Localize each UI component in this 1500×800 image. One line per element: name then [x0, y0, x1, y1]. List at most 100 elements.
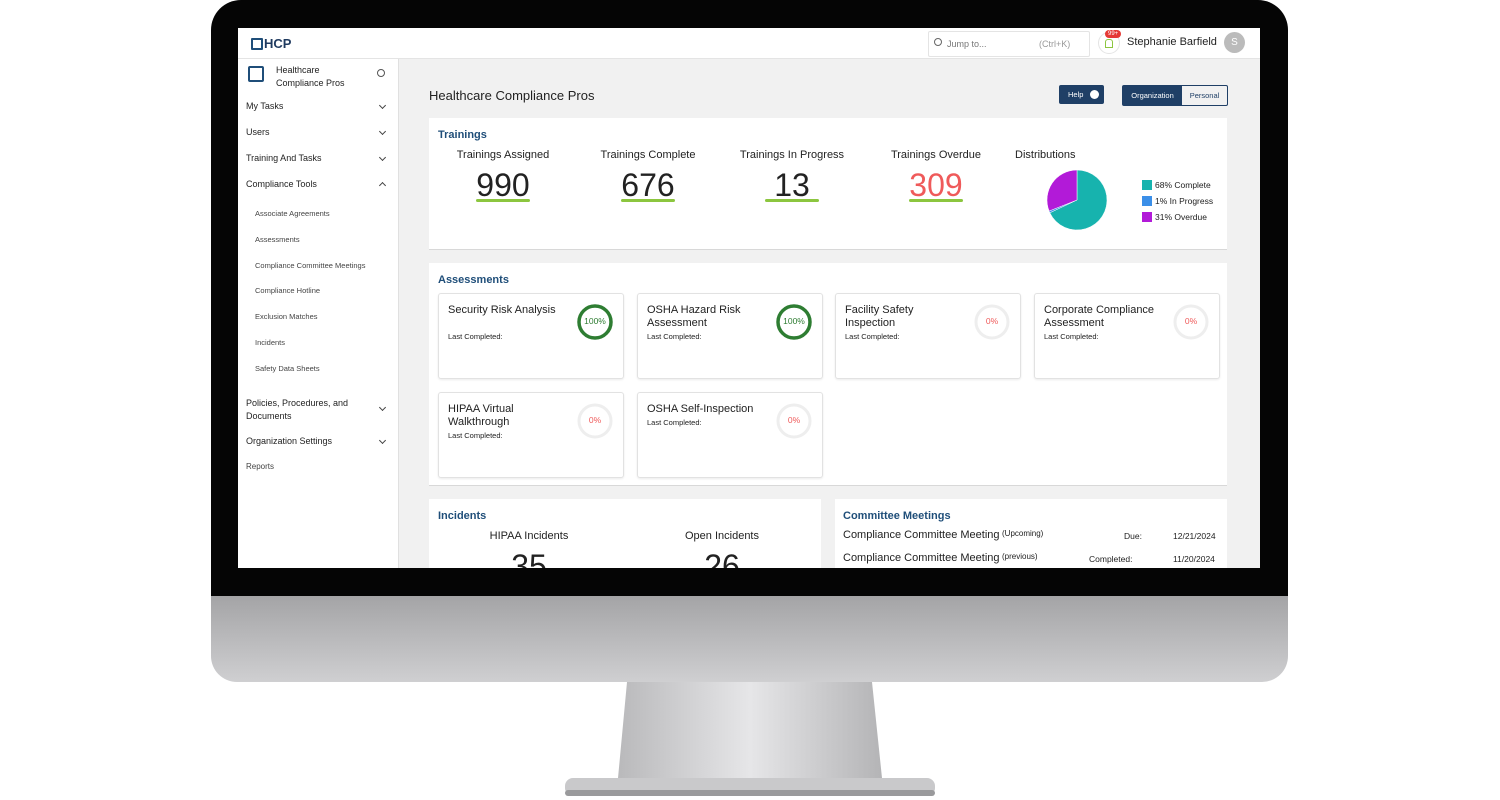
help-label: Help: [1068, 90, 1084, 99]
menu-item[interactable]: Reports: [246, 462, 275, 471]
logo-check: [251, 38, 263, 50]
bell-icon: [1105, 39, 1113, 48]
menu-item[interactable]: Users: [246, 127, 270, 137]
ring-track: [1173, 304, 1209, 340]
stat-value: 309: [909, 167, 963, 203]
menu-item[interactable]: Compliance Tools: [246, 179, 317, 189]
assessment-tile[interactable]: Corporate Compliance Assessment Last Comp…: [1034, 293, 1220, 379]
toggle-organization[interactable]: Organization: [1123, 86, 1182, 105]
main-content: Healthcare Compliance Pros Help Organizati…: [399, 59, 1260, 568]
assessment-title: Facility Safety Inspection: [845, 304, 914, 329]
user-name[interactable]: Stephanie Barfield: [1127, 36, 1217, 48]
assessment-tile[interactable]: OSHA Self-Inspection Last Completed: 0%: [637, 392, 823, 478]
menu-item[interactable]: Training And Tasks: [246, 153, 322, 163]
stat-underline: [621, 199, 675, 202]
progress-ring: [577, 304, 613, 340]
incidents-card: Incidents HIPAA Incidents 35 Open Incidents…: [429, 499, 821, 568]
legend-swatch: [1142, 180, 1152, 190]
last-completed: Last Completed:: [1044, 332, 1099, 341]
stand-base-edge: [565, 790, 935, 796]
submenu-item[interactable]: Compliance Committee Meetings: [255, 261, 366, 270]
legend-swatch: [1142, 196, 1152, 206]
assessment-tile[interactable]: OSHA Hazard Risk Assessment Last Complete…: [637, 293, 823, 379]
assessment-tile[interactable]: Facility Safety Inspection Last Completed…: [835, 293, 1021, 379]
section-heading: Incidents: [438, 510, 487, 522]
pie-slice: [1046, 169, 1078, 212]
stat-value: 676: [621, 167, 675, 203]
menu-item[interactable]: My Tasks: [246, 101, 284, 111]
assessment-title: Corporate Compliance Assessment: [1044, 304, 1155, 329]
last-completed: Last Completed:: [647, 418, 702, 427]
meeting-date-label: Completed:: [1089, 554, 1133, 564]
stat-value: 35: [511, 548, 547, 568]
meeting-date: 11/20/2024: [1173, 554, 1215, 564]
stat-label: Trainings Complete: [600, 149, 696, 161]
menu-item[interactable]: Policies, Procedures, and Documents: [246, 398, 349, 421]
progress-ring: [776, 304, 812, 340]
screen: HCP Jump to... (Ctrl+K) 99+ Stephanie Barfie…: [238, 28, 1260, 568]
assessment-title: HIPAA Virtual Walkthrough: [448, 403, 514, 428]
section-heading: Assessments: [438, 274, 509, 286]
progress-ring: [1173, 304, 1209, 340]
legend-label: 1% In Progress: [1155, 196, 1214, 206]
ring-track: [776, 403, 812, 439]
committee-card: Committee Meetings Compliance Committee M…: [835, 499, 1227, 568]
submenu-item[interactable]: Exclusion Matches: [255, 312, 318, 321]
ring-track: [974, 304, 1010, 340]
view-toggle: Organization Personal: [1122, 85, 1228, 106]
user-avatar[interactable]: S: [1224, 32, 1245, 53]
stat-underline: [909, 199, 963, 202]
progress-ring: [776, 403, 812, 439]
submenu-item[interactable]: Incidents: [255, 338, 286, 347]
assessments-card: Assessments Security Risk Analysis Last Co…: [429, 263, 1227, 486]
assessment-title: OSHA Self-Inspection: [647, 403, 754, 415]
stat-label: Trainings Assigned: [456, 149, 550, 161]
progress-ring: [577, 403, 613, 439]
chevron: [378, 153, 387, 162]
submenu-item[interactable]: Assessments: [255, 235, 300, 244]
notification-badge: 99+: [1105, 30, 1122, 38]
ring-track: [577, 403, 613, 439]
stat-label: HIPAA Incidents: [489, 530, 569, 542]
section-heading: Trainings: [438, 129, 487, 141]
chevron: [378, 436, 387, 445]
ring-label: 0%: [787, 415, 801, 425]
stat-label: Trainings In Progress: [739, 149, 845, 161]
meeting-date-label: Due:: [1124, 531, 1142, 541]
top-bar: HCP Jump to... (Ctrl+K) 99+ Stephanie Barfie…: [238, 28, 1260, 59]
submenu-item[interactable]: Safety Data Sheets: [255, 364, 320, 373]
stat-value: 990: [476, 167, 530, 203]
sidebar-search[interactable]: [377, 69, 385, 77]
assessment-title: OSHA Hazard Risk Assessment: [647, 304, 741, 329]
search-shortcut: (Ctrl+K): [1039, 39, 1071, 49]
legend-label: 31% Overdue: [1155, 212, 1207, 222]
trainings-card: Trainings Trainings Assigned 990 Trainings …: [429, 118, 1227, 250]
assessment-tile[interactable]: HIPAA Virtual Walkthrough Last Completed:…: [438, 392, 624, 478]
search-box[interactable]: Jump to... (Ctrl+K): [928, 31, 1090, 57]
distribution-pie: [1046, 169, 1108, 231]
chevron: [378, 403, 387, 412]
chevron: [378, 181, 387, 190]
stand-neck: [618, 682, 882, 778]
help-button[interactable]: Help: [1059, 85, 1104, 104]
stat-underline: [765, 199, 819, 202]
toggle-personal[interactable]: Personal: [1189, 91, 1220, 100]
search-placeholder: Jump to...: [947, 39, 987, 49]
submenu-item[interactable]: Compliance Hotline: [255, 286, 321, 295]
ring-arc: [577, 304, 613, 340]
distribution-label: Distributions: [1015, 149, 1076, 161]
ring-label: 0%: [1184, 316, 1198, 326]
assessment-tile[interactable]: Security Risk Analysis Last Completed: 100…: [438, 293, 624, 379]
last-completed: Last Completed:: [647, 332, 702, 341]
meeting-name[interactable]: Compliance Committee Meeting: [843, 552, 1000, 564]
last-completed: Last Completed:: [448, 431, 503, 440]
menu-item[interactable]: Organization Settings: [246, 436, 333, 446]
submenu-item[interactable]: Associate Agreements: [255, 209, 330, 218]
last-completed: Last Completed:: [845, 332, 900, 341]
help-icon: [1090, 90, 1099, 99]
meeting-name[interactable]: Compliance Committee Meeting: [843, 529, 1000, 541]
chevron: [378, 101, 387, 110]
legend-swatch: [1142, 212, 1152, 222]
